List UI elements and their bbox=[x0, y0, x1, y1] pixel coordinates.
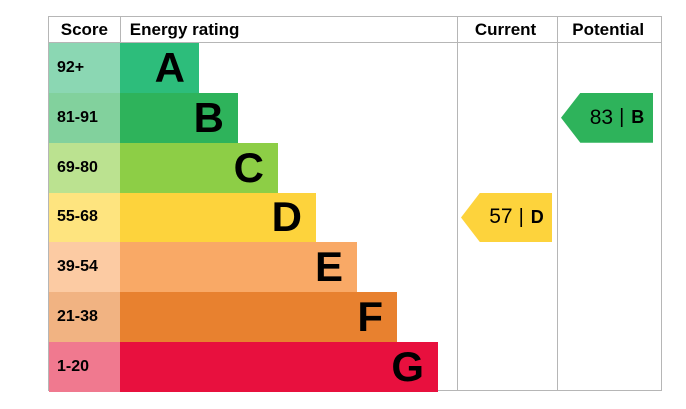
header-row: Score Energy rating Current Potential bbox=[49, 17, 661, 43]
header-energy-rating: Energy rating bbox=[119, 17, 456, 42]
score-cell-d: 55-68 bbox=[49, 192, 120, 243]
potential-band-letter: B bbox=[631, 107, 645, 128]
column-divider-potential bbox=[557, 17, 558, 390]
band-row-a: 92+ A bbox=[49, 43, 661, 93]
score-cell-g: 1-20 bbox=[49, 342, 120, 392]
column-divider-current bbox=[457, 17, 458, 390]
potential-value: 83 bbox=[589, 105, 614, 129]
score-cell-f: 21-38 bbox=[49, 292, 120, 343]
score-cell-b: 81-91 bbox=[49, 92, 120, 143]
epc-table: Score Energy rating Current Potential 92… bbox=[48, 16, 662, 392]
rating-bar-f: F bbox=[120, 292, 397, 343]
current-band-letter: D bbox=[530, 206, 544, 227]
potential-rating-arrow: 83 | B bbox=[561, 92, 653, 143]
band-row-f: 21-38 F bbox=[49, 292, 661, 343]
header-score: Score bbox=[60, 20, 108, 39]
band-row-c: 69-80 C bbox=[49, 142, 661, 193]
potential-separator: | bbox=[619, 106, 625, 129]
header-current: Current bbox=[474, 20, 537, 39]
score-cell-e: 39-54 bbox=[49, 242, 120, 293]
rating-bar-e: E bbox=[120, 242, 357, 293]
rating-bar-b: B bbox=[120, 92, 238, 143]
current-separator: | bbox=[518, 205, 524, 228]
header-potential: Potential bbox=[572, 20, 645, 39]
rating-bar-d: D bbox=[120, 192, 316, 243]
rating-bar-a: A bbox=[120, 43, 199, 93]
band-row-b: 81-91 B bbox=[49, 92, 661, 143]
current-rating-arrow: 57 | D bbox=[461, 192, 552, 243]
current-value: 57 bbox=[489, 205, 513, 229]
band-row-g: 1-20 G bbox=[49, 342, 661, 392]
score-cell-a: 92+ bbox=[49, 43, 120, 93]
band-row-d: 55-68 D bbox=[49, 192, 661, 243]
rating-bar-g: G bbox=[120, 342, 438, 392]
band-row-e: 39-54 E bbox=[49, 242, 661, 293]
rating-bar-c: C bbox=[120, 142, 278, 193]
score-cell-c: 69-80 bbox=[49, 142, 120, 193]
